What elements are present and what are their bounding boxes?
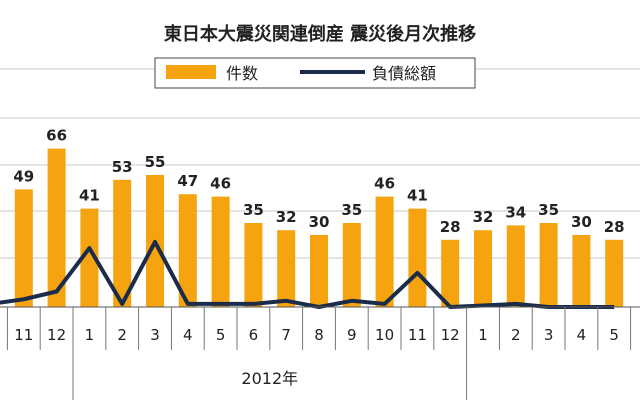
bar xyxy=(113,179,132,307)
x-tick-label: 12 xyxy=(47,326,66,344)
data-label: 32 xyxy=(473,208,494,226)
data-label: 35 xyxy=(341,201,362,219)
x-tick-label: 11 xyxy=(14,326,33,344)
data-label: 49 xyxy=(13,167,34,185)
data-label: 35 xyxy=(538,201,559,219)
data-label: 53 xyxy=(112,158,133,176)
x-tick-label: 5 xyxy=(216,326,226,344)
bar xyxy=(506,225,525,307)
x-tick-label: 9 xyxy=(347,326,357,344)
legend: 件数 負債総額 xyxy=(154,57,476,89)
data-label: 30 xyxy=(309,213,330,231)
data-label: 32 xyxy=(276,208,297,226)
data-label: 28 xyxy=(440,218,461,236)
line-path xyxy=(0,239,615,309)
data-label: 46 xyxy=(374,175,395,193)
data-label: 41 xyxy=(79,187,100,205)
bar xyxy=(408,208,427,307)
x-tick-label: 8 xyxy=(314,326,324,344)
year-label: 2012年 xyxy=(241,369,298,388)
data-label: 55 xyxy=(145,153,166,171)
line-series xyxy=(0,239,615,309)
data-label: 35 xyxy=(243,201,264,219)
x-tick-label: 3 xyxy=(150,326,160,344)
bar xyxy=(244,223,263,307)
data-label: 66 xyxy=(46,127,67,145)
bar xyxy=(277,230,296,307)
bar xyxy=(539,223,558,307)
legend-label-bar: 件数 xyxy=(226,64,258,83)
bar xyxy=(310,235,328,307)
data-label: 41 xyxy=(407,187,428,205)
x-tick-label: 10 xyxy=(0,326,1,344)
bar-series xyxy=(14,148,624,307)
x-tick-label: 10 xyxy=(375,326,394,344)
x-tick-label: 5 xyxy=(609,326,619,344)
data-label: 28 xyxy=(604,218,625,236)
x-tick-label: 7 xyxy=(281,326,291,344)
x-tick-label: 6 xyxy=(249,326,259,344)
bar xyxy=(14,189,33,307)
x-tick-label: 4 xyxy=(577,326,587,344)
bar xyxy=(47,148,66,307)
bar xyxy=(211,196,230,307)
x-tick-label: 3 xyxy=(544,326,554,344)
data-label: 34 xyxy=(505,203,526,221)
legend-label-line: 負債総額 xyxy=(372,64,436,83)
x-tick-label: 11 xyxy=(408,326,427,344)
bar xyxy=(474,230,492,307)
x-axis: 101112123456789101112123452012年 xyxy=(0,306,640,400)
legend-swatch-bar xyxy=(166,65,216,79)
x-tick-label: 12 xyxy=(441,326,460,344)
x-tick-label: 2 xyxy=(511,326,521,344)
x-tick-label: 4 xyxy=(183,326,193,344)
x-tick-label: 1 xyxy=(85,326,95,344)
chart-title: 東日本大震災関連倒産 震災後月次推移 xyxy=(164,23,476,45)
bar xyxy=(572,235,591,307)
x-tick-label: 2 xyxy=(117,326,127,344)
x-tick-label: 1 xyxy=(478,326,488,344)
bar xyxy=(441,239,460,307)
bar xyxy=(605,239,624,307)
data-label: 46 xyxy=(210,175,231,193)
data-labels: 749664153554746353230354641283234353028 xyxy=(13,127,625,236)
bar xyxy=(375,196,394,307)
bar xyxy=(342,223,361,307)
bar xyxy=(80,208,99,307)
bar xyxy=(178,194,197,307)
data-label: 47 xyxy=(177,172,198,190)
data-label: 30 xyxy=(571,213,592,231)
